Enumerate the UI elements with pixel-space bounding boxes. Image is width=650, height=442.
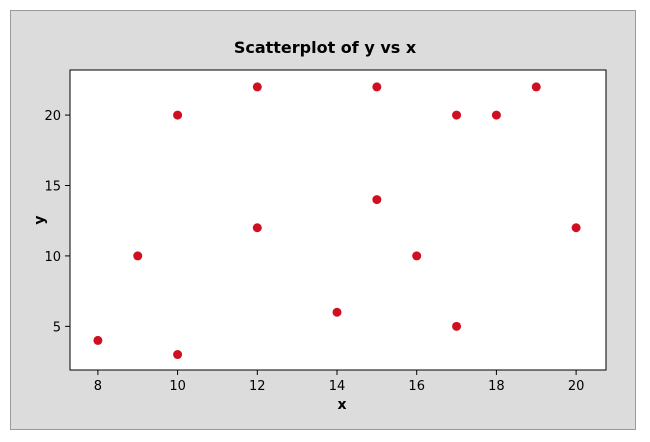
data-point [372, 82, 382, 92]
data-point [173, 110, 183, 120]
data-point [93, 335, 103, 345]
data-point [133, 251, 143, 261]
data-point [252, 82, 262, 92]
x-axis-ticks: 8 10 12 14 16 18 20 [94, 370, 585, 394]
x-tick-label: 14 [329, 379, 346, 394]
data-point [571, 223, 581, 233]
x-tick-label: 8 [94, 379, 102, 394]
y-axis-ticks: 5 10 15 20 [44, 109, 70, 335]
y-tick-label: 10 [44, 250, 61, 265]
data-point [412, 251, 422, 261]
x-tick-label: 20 [568, 379, 585, 394]
chart-title: Scatterplot of y vs x [233, 38, 417, 57]
y-tick-label: 15 [44, 179, 61, 194]
data-point [491, 110, 501, 120]
y-axis-label: y [32, 215, 48, 224]
data-point [531, 82, 541, 92]
plot-area [69, 69, 607, 371]
x-tick-label: 10 [169, 379, 186, 394]
x-axis-label: x [337, 397, 346, 413]
x-tick-label: 12 [249, 379, 266, 394]
data-point [332, 307, 342, 317]
x-tick-label: 16 [408, 379, 425, 394]
data-points [93, 82, 581, 360]
y-tick-label: 20 [44, 109, 61, 124]
data-point [252, 223, 262, 233]
data-point [372, 195, 382, 205]
data-point [452, 321, 462, 331]
data-point [452, 110, 462, 120]
y-tick-label: 5 [53, 320, 61, 335]
x-tick-label: 18 [488, 379, 505, 394]
data-point [173, 350, 183, 360]
